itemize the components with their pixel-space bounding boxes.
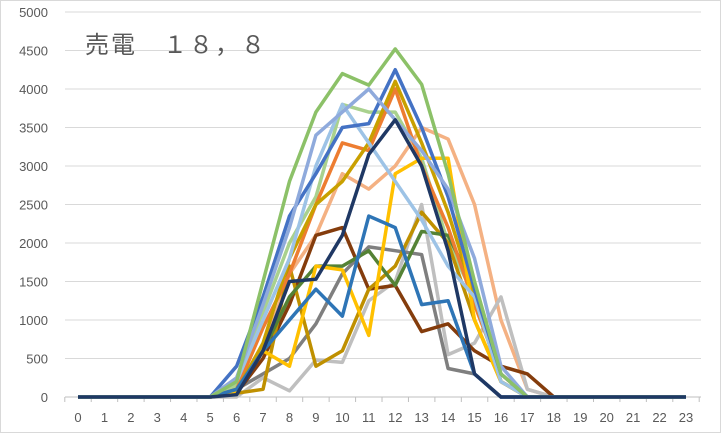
x-tick-label: 12	[388, 410, 402, 425]
x-tick-label: 14	[441, 410, 455, 425]
y-tick-label: 4000	[19, 82, 48, 97]
chart-title: 売電 １８，８	[85, 31, 267, 59]
y-tick-label: 5000	[19, 5, 48, 20]
y-tick-label: 3000	[19, 159, 48, 174]
series-line-s9	[78, 79, 686, 399]
y-tick-label: 500	[26, 352, 48, 367]
x-tick-label: 1	[101, 410, 108, 425]
x-tick-label: 7	[259, 410, 266, 425]
x-tick-label: 16	[494, 410, 508, 425]
y-tick-label: 0	[41, 390, 48, 405]
x-tick-label: 3	[154, 410, 161, 425]
x-axis-ticks: 0 1 2 3 4 5 6 7 8 9 10 11 12 13 14 15 16 17 18 19 20 21 22 23	[64, 397, 700, 425]
series-line-s6	[78, 210, 686, 399]
series-lines	[78, 47, 686, 399]
y-tick-label: 2500	[19, 198, 48, 213]
x-tick-label: 2	[127, 410, 134, 425]
x-tick-label: 0	[74, 410, 81, 425]
gridlines	[65, 11, 701, 398]
series-line-s16	[78, 118, 686, 399]
x-tick-label: 18	[547, 410, 561, 425]
x-tick-label: 17	[520, 410, 534, 425]
y-tick-label: 1500	[19, 275, 48, 290]
x-tick-label: 11	[362, 410, 376, 425]
y-tick-label: 3500	[19, 121, 48, 136]
y-tick-label: 2000	[19, 236, 48, 251]
x-tick-label: 4	[180, 410, 187, 425]
x-tick-label: 8	[286, 410, 293, 425]
x-tick-label: 9	[312, 410, 319, 425]
x-tick-label: 10	[335, 410, 349, 425]
x-tick-label: 22	[652, 410, 666, 425]
y-tick-label: 1000	[19, 313, 48, 328]
x-tick-label: 6	[233, 410, 240, 425]
x-tick-label: 15	[467, 410, 481, 425]
x-tick-label: 23	[679, 410, 693, 425]
x-tick-label: 21	[626, 410, 640, 425]
y-axis-ticks: 0 500 1000 1500 2000 2500 3000 3500 4000 4500 5000	[19, 5, 48, 405]
x-tick-label: 13	[414, 410, 428, 425]
x-tick-label: 20	[599, 410, 613, 425]
x-tick-label: 5	[207, 410, 214, 425]
series-line-s3	[78, 202, 686, 399]
x-tick-label: 19	[573, 410, 587, 425]
y-tick-label: 4500	[19, 44, 48, 59]
